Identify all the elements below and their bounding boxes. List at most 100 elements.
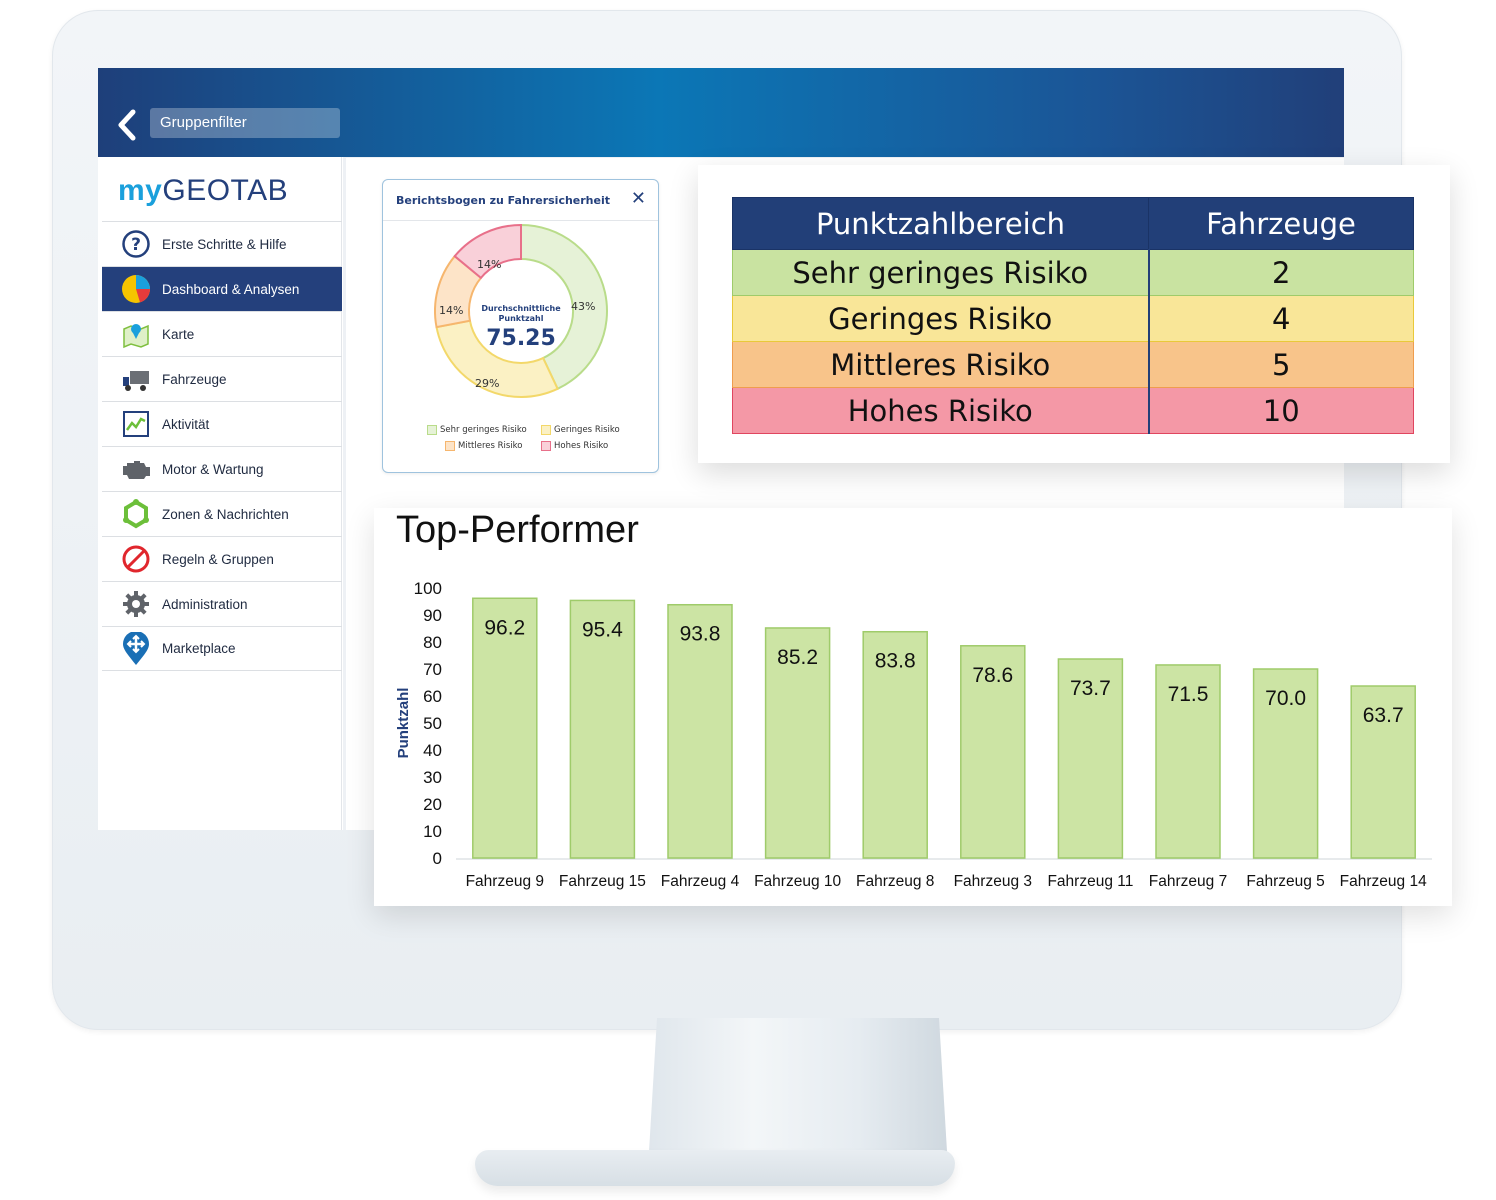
bar-value-label: 96.2 — [484, 616, 525, 639]
sidebar-item-label: Marketplace — [162, 641, 236, 656]
bar-value-label: 73.7 — [1070, 677, 1111, 700]
sidebar-item[interactable]: Karte — [102, 311, 342, 356]
column-header: Punktzahlbereich — [732, 197, 1149, 250]
sidebar-item[interactable]: Fahrzeuge — [102, 356, 342, 401]
sidebar-item-label: Dashboard & Analysen — [162, 281, 300, 297]
sidebar: myGEOTAB ? Erste Schritte & Hilfe Dashboar… — [102, 157, 342, 830]
donut-segment[interactable] — [453, 223, 522, 280]
donut-segment[interactable] — [435, 319, 559, 398]
y-tick-label: 60 — [423, 687, 442, 706]
risk-range-cell: Geringes Risiko — [732, 295, 1150, 342]
x-tick-label: Fahrzeug 7 — [1149, 873, 1227, 890]
engine-icon — [120, 453, 152, 485]
y-tick-label: 20 — [423, 795, 442, 814]
sidebar-item[interactable]: Motor & Wartung — [102, 446, 342, 491]
sidebar-nav: ? Erste Schritte & Hilfe Dashboard & Analy… — [102, 221, 342, 671]
mygeotab-logo[interactable]: myGEOTAB — [118, 174, 289, 207]
bar[interactable] — [764, 627, 831, 859]
back-arrow-icon[interactable] — [116, 108, 138, 142]
sidebar-item[interactable]: Zonen & Nachrichten — [102, 491, 342, 536]
pie-chart-icon — [120, 273, 152, 305]
sidebar-item-label: Administration — [162, 596, 248, 612]
x-tick-label: Fahrzeug 11 — [1047, 873, 1133, 890]
bar-value-label: 95.4 — [582, 618, 623, 641]
x-tick-label: Fahrzeug 3 — [954, 873, 1032, 890]
bar[interactable] — [1057, 658, 1124, 859]
column-header: Fahrzeuge — [1148, 197, 1414, 250]
top-bar: Gruppenfilter — [98, 68, 1344, 157]
truck-icon — [120, 363, 152, 395]
y-tick-label: 100 — [414, 579, 442, 598]
y-tick-label: 0 — [433, 849, 442, 868]
vehicle-count-cell: 2 — [1272, 255, 1291, 290]
x-tick-label: Fahrzeug 14 — [1340, 873, 1427, 890]
help-icon: ? — [120, 228, 152, 260]
sidebar-item[interactable]: Dashboard & Analysen — [102, 266, 342, 311]
sidebar-item-label: Regeln & Gruppen — [162, 551, 274, 567]
donut-segment[interactable] — [520, 223, 608, 391]
donut-percent-label: 14% — [477, 258, 502, 271]
donut-chart — [434, 223, 608, 398]
bar[interactable] — [569, 599, 636, 859]
top-performer-chart-card: Top-Performer 0 10 20 30 40 50 60 70 80 90 100 Punk… — [374, 508, 1452, 906]
vehicle-count-cell: 4 — [1272, 301, 1291, 336]
donut-percent-label: 29% — [475, 377, 500, 390]
legend-item: Sehr geringes Risiko — [427, 425, 535, 435]
table-row: Mittleres Risiko 5 — [732, 341, 1414, 388]
risk-table-card: Punktzahlbereich Fahrzeuge Sehr geringes… — [698, 165, 1450, 463]
bar[interactable] — [667, 603, 733, 859]
map-icon — [120, 318, 152, 350]
average-score-value: 75.25 — [486, 326, 556, 351]
monitor-foot — [475, 1150, 955, 1186]
marketplace-icon — [120, 631, 152, 665]
bar[interactable] — [1252, 668, 1319, 859]
activity-icon — [120, 408, 152, 440]
y-tick-label: 50 — [423, 714, 442, 733]
bar[interactable] — [472, 597, 538, 859]
sidebar-item-label: Karte — [162, 326, 195, 342]
bar-value-label: 71.5 — [1168, 683, 1209, 706]
donut-percent-label: 14% — [439, 304, 464, 317]
sidebar-item-label: Motor & Wartung — [162, 461, 264, 477]
vehicle-count-cell: 10 — [1262, 393, 1300, 428]
chart-title: Top-Performer — [396, 509, 639, 551]
widget-divider — [383, 220, 658, 221]
driver-safety-widget: Berichtsbogen zu Fahrersicherheit ✕ Durc… — [382, 179, 659, 473]
risk-table: Punktzahlbereich Fahrzeuge Sehr geringes… — [732, 197, 1414, 434]
donut-center-label: Durchschnittliche Punktzahl — [481, 304, 561, 323]
sidebar-item[interactable]: Marketplace — [102, 626, 342, 671]
bar-value-label: 70.0 — [1265, 687, 1306, 710]
risk-range-cell: Sehr geringes Risiko — [732, 249, 1150, 296]
sidebar-item-label: Aktivität — [162, 416, 210, 432]
sidebar-item[interactable]: Regeln & Gruppen — [102, 536, 342, 581]
group-filter-input[interactable]: Gruppenfilter — [150, 108, 340, 138]
x-tick-label: Fahrzeug 8 — [856, 873, 934, 890]
y-axis-label: Punktzahl — [395, 688, 412, 759]
legend-item: Hohes Risiko — [541, 441, 608, 451]
y-tick-label: 10 — [423, 822, 442, 841]
monitor-stand — [648, 1018, 948, 1168]
sidebar-item[interactable]: ? Erste Schritte & Hilfe — [102, 221, 342, 266]
close-icon[interactable]: ✕ — [630, 188, 646, 209]
svg-text:?: ? — [131, 235, 141, 255]
bar-value-label: 85.2 — [777, 646, 818, 669]
bar[interactable] — [960, 645, 1026, 859]
y-tick-label: 90 — [423, 606, 442, 625]
sidebar-item[interactable]: Administration — [102, 581, 342, 626]
y-tick-label: 80 — [423, 633, 442, 652]
zone-icon — [120, 498, 152, 530]
table-row: Hohes Risiko 10 — [732, 387, 1414, 434]
x-tick-label: Fahrzeug 9 — [466, 873, 544, 890]
bar[interactable] — [1155, 664, 1221, 859]
bar[interactable] — [862, 630, 928, 859]
legend-item: Geringes Risiko — [541, 425, 620, 435]
bar-chart: 0 10 20 30 40 50 60 70 80 90 100 Punktzahl 96.2 Fahrz… — [395, 579, 1432, 890]
sidebar-item[interactable]: Aktivität — [102, 401, 342, 446]
bar[interactable] — [1350, 685, 1416, 859]
legend-item: Mittleres Risiko — [445, 441, 535, 451]
donut-percent-label: 43% — [571, 300, 596, 313]
rules-icon — [120, 543, 152, 575]
x-tick-label: Fahrzeug 4 — [661, 873, 740, 890]
sidebar-item-label: Erste Schritte & Hilfe — [162, 236, 287, 252]
table-row: Sehr geringes Risiko 2 — [732, 249, 1414, 296]
